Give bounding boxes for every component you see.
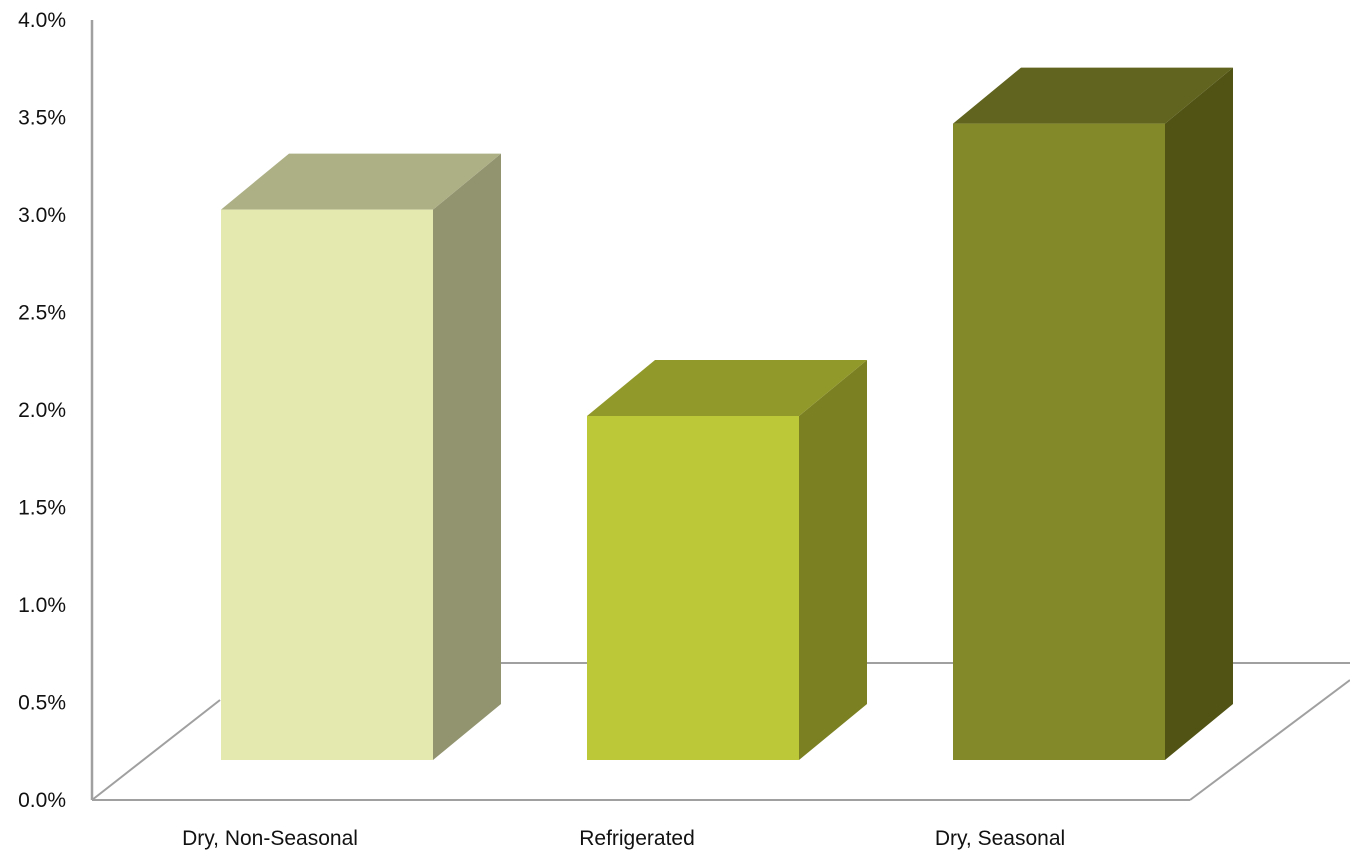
y-tick-label: 2.5%: [18, 302, 66, 325]
y-tick-label: 0.0%: [18, 789, 66, 812]
y-axis-ticks: 0.0% 0.5% 1.0% 1.5% 2.0% 2.5% 3.0% 3.5% 4.0%: [18, 9, 66, 812]
y-tick-label: 1.0%: [18, 594, 66, 617]
bar-front-face: [953, 123, 1165, 761]
floor-left-edge: [91, 699, 221, 801]
bar-1: [221, 153, 501, 761]
bar-top-face: [587, 360, 867, 416]
bar-side-face: [1165, 67, 1233, 761]
bar-3: [953, 67, 1233, 761]
x-category-label: Dry, Seasonal: [935, 827, 1065, 850]
y-tick-label: 4.0%: [18, 9, 66, 32]
y-tick-label: 0.5%: [18, 692, 66, 715]
x-category-label: Dry, Non-Seasonal: [182, 827, 358, 850]
bar-2: [587, 360, 867, 760]
bar-front-face: [221, 209, 433, 761]
floor-right-edge: [1189, 679, 1350, 801]
bar-side-face: [799, 360, 867, 760]
bar-side-face: [433, 153, 501, 761]
x-axis-categories: Dry, Non-Seasonal Refrigerated Dry, Season…: [182, 827, 1065, 850]
bar-front-face: [587, 416, 799, 760]
y-tick-label: 3.0%: [18, 204, 66, 227]
x-category-label: Refrigerated: [579, 827, 695, 850]
bar-top-face: [221, 153, 501, 210]
y-tick-label: 3.5%: [18, 107, 66, 130]
y-tick-label: 1.5%: [18, 497, 66, 520]
bars-layer: [221, 67, 1233, 761]
y-tick-label: 2.0%: [18, 399, 66, 422]
bar-top-face: [953, 67, 1233, 124]
